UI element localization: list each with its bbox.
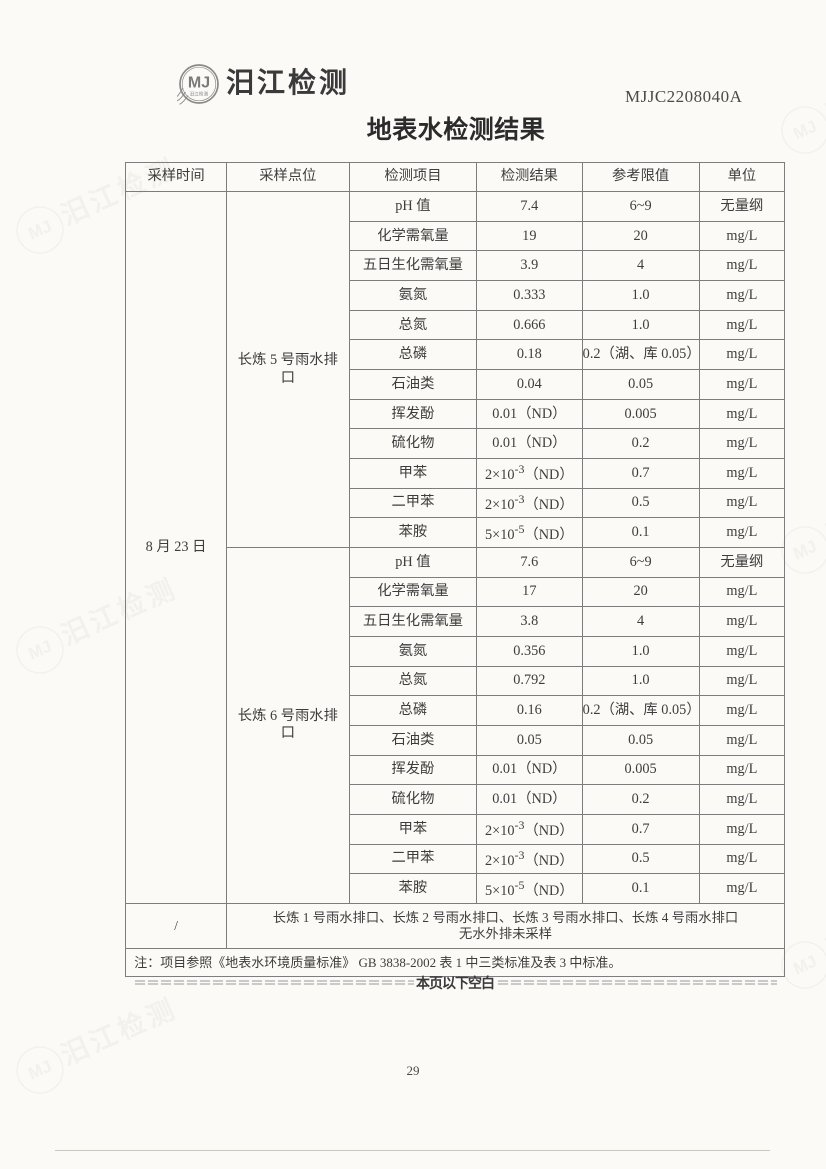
svg-text:MJ: MJ	[188, 75, 210, 92]
svg-text:汨江检测: 汨江检测	[190, 91, 209, 98]
